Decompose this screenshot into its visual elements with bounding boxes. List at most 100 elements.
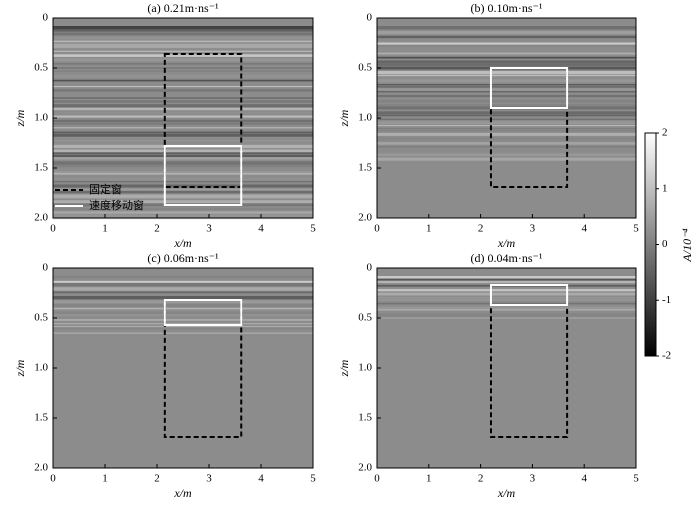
image-texture: [53, 79, 313, 82]
image-texture: [53, 311, 313, 314]
image-texture: [377, 299, 636, 301]
y-axis-label: z/m: [13, 109, 27, 127]
image-texture: [53, 154, 313, 158]
y-tick-label: 1.5: [34, 162, 48, 174]
x-tick-label: 5: [310, 223, 316, 235]
x-tick-label: 5: [310, 473, 316, 485]
image-texture: [377, 88, 636, 92]
y-axis-label: z/m: [337, 109, 351, 127]
image-texture: [53, 62, 313, 65]
image-texture: [53, 157, 313, 160]
image-texture: [377, 292, 636, 296]
x-tick-label: 2: [478, 223, 484, 235]
panel-title: (c) 0.06m·ns⁻¹: [147, 251, 219, 265]
window: [163, 299, 243, 438]
window: [163, 299, 243, 326]
image-texture: [377, 38, 636, 41]
x-tick-label: 0: [374, 223, 380, 235]
image-texture: [53, 100, 313, 103]
window: [489, 67, 569, 109]
image-texture: [53, 54, 313, 57]
image-texture: [53, 208, 313, 210]
image-texture: [377, 157, 636, 161]
image-texture: [53, 171, 313, 175]
y-tick-label: 0.5: [358, 312, 372, 324]
image-texture: [53, 131, 313, 134]
image-texture: [53, 328, 313, 330]
image-texture: [53, 43, 313, 47]
image-texture: [377, 75, 636, 77]
image-texture: [53, 93, 313, 96]
x-axis-label: x/m: [497, 236, 516, 250]
image-texture: [377, 288, 636, 292]
image-texture: [53, 291, 313, 294]
image-texture: [377, 276, 636, 279]
image-texture: [53, 136, 313, 139]
image-texture: [53, 283, 313, 287]
x-tick-label: 5: [633, 223, 639, 235]
x-tick-label: 1: [426, 223, 432, 235]
x-tick-label: 3: [206, 223, 212, 235]
x-tick-label: 1: [102, 473, 108, 485]
x-tick-label: 4: [581, 223, 587, 235]
image-texture: [377, 149, 636, 152]
x-tick-label: 4: [581, 473, 587, 485]
image-texture: [53, 287, 313, 291]
image-texture: [53, 70, 313, 73]
image-texture: [53, 122, 313, 125]
x-tick-label: 1: [102, 223, 108, 235]
image-texture: [53, 89, 313, 92]
image-texture: [53, 190, 313, 195]
image-texture: [377, 280, 636, 284]
image-texture: [53, 97, 313, 99]
image-texture: [53, 28, 313, 32]
image-texture: [53, 104, 313, 108]
image-texture: [377, 121, 636, 124]
image-texture: [53, 307, 313, 310]
image-texture: [377, 278, 636, 282]
image-texture: [53, 152, 313, 154]
y-tick-label: 2.0: [358, 462, 372, 474]
y-axis-label: z/m: [337, 359, 351, 377]
image-texture: [377, 90, 636, 93]
image-texture: [53, 314, 313, 316]
x-axis-label: x/m: [497, 486, 516, 500]
image-background: [377, 268, 636, 468]
image-texture: [53, 85, 313, 88]
window: [489, 67, 569, 188]
image-texture: [377, 118, 636, 120]
image-texture: [53, 40, 313, 43]
window: [163, 53, 243, 188]
image-texture: [53, 166, 313, 168]
image-texture: [53, 295, 313, 300]
x-tick-label: 2: [154, 223, 160, 235]
x-tick-label: 1: [426, 473, 432, 485]
y-axis-label: z/m: [13, 359, 27, 377]
image-texture: [377, 153, 636, 157]
image-texture: [377, 99, 636, 103]
y-tick-label: 2.0: [34, 462, 48, 474]
image-texture: [53, 45, 313, 49]
image-texture: [53, 75, 313, 78]
image-texture: [377, 132, 636, 136]
image-texture: [53, 119, 313, 123]
image-texture: [377, 42, 636, 45]
image-texture: [377, 137, 636, 141]
x-tick-label: 3: [206, 473, 212, 485]
image-texture: [53, 83, 313, 86]
image-texture: [53, 36, 313, 40]
image-texture: [377, 60, 636, 64]
window: [489, 284, 569, 306]
image-texture: [377, 94, 636, 98]
image-texture: [53, 50, 313, 52]
y-tick-label: 1.5: [358, 412, 372, 424]
x-tick-label: 0: [374, 473, 380, 485]
y-tick-label: 1.0: [34, 112, 48, 124]
panel-title: (d) 0.04m·ns⁻¹: [471, 251, 543, 265]
image-texture: [377, 104, 636, 107]
x-axis-label: x/m: [173, 236, 192, 250]
y-tick-label: 2.0: [34, 212, 48, 224]
legend-label: 速度移动窗: [89, 198, 144, 212]
y-tick-label: 1.5: [358, 162, 372, 174]
